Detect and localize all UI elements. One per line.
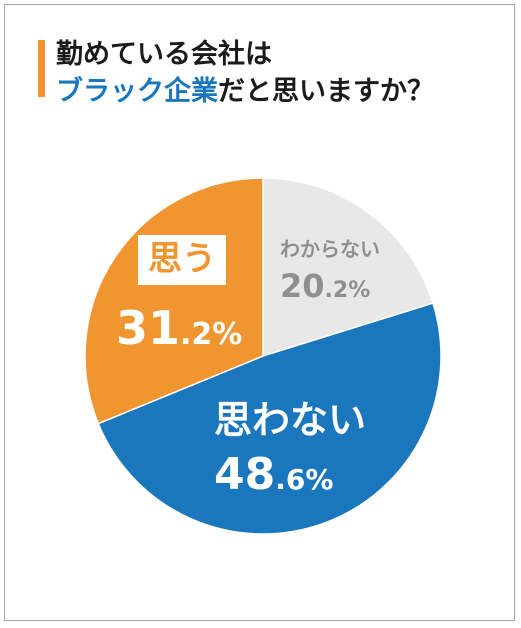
pie-slice-dont-know — [262, 177, 434, 358]
title-rest-text: だと思いますか？ — [218, 76, 434, 107]
slice-label-dont-know: わからない — [280, 237, 380, 261]
pie-slice-no — [97, 302, 442, 535]
chart-title: 勤めている会社は ブラック企業だと思いますか？ — [56, 36, 496, 110]
title-accent-text: ブラック企業 — [56, 76, 218, 107]
slice-label-no: 思わない — [214, 398, 367, 442]
title-accent-bar — [38, 40, 45, 97]
title-line-2: ブラック企業だと思いますか？ — [56, 73, 496, 110]
slice-value-yes: 31.2% — [116, 301, 243, 355]
slice-value-no: 48.6% — [214, 449, 334, 500]
slice-value-dont-know: 20.2% — [280, 267, 371, 305]
slice-label-yes: 思う — [138, 235, 226, 285]
title-line-1: 勤めている会社は — [56, 39, 272, 70]
